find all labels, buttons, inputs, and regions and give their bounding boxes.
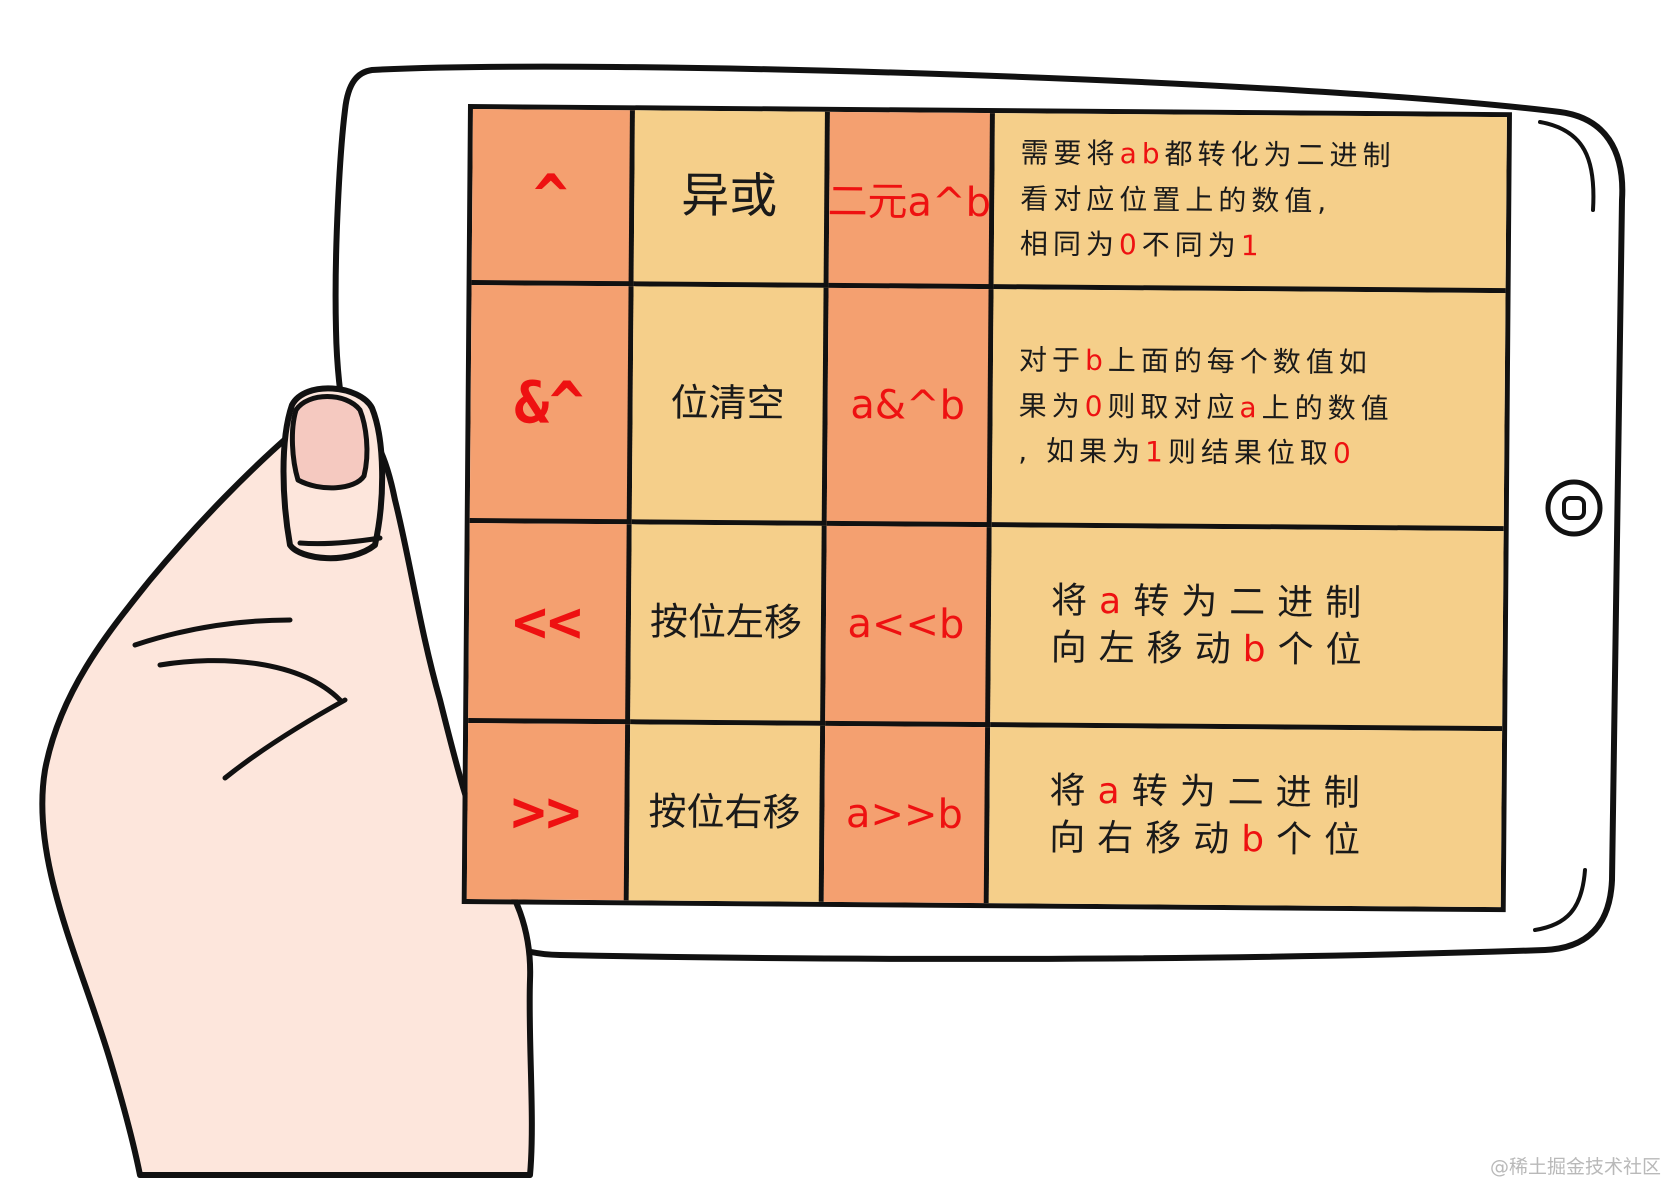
description-highlight: a bbox=[1097, 771, 1132, 813]
name-cell: 按位左移 bbox=[630, 524, 827, 726]
operator-description: 需要将ab都转化为二进制 看对应位置上的数值, 相同为0不同为1 bbox=[994, 123, 1507, 279]
home-button-icon bbox=[1545, 479, 1603, 537]
description-text: 对于 bbox=[1018, 343, 1086, 378]
operator-symbol: >> bbox=[510, 777, 582, 846]
description-line: 看对应位置上的数值, bbox=[1020, 176, 1492, 225]
description-cell: 将a转为二进制 向左移动b个位 bbox=[990, 527, 1504, 732]
description-highlight: 0 bbox=[1084, 389, 1108, 423]
thumb-nail bbox=[289, 394, 370, 491]
description-line: 对于b上面的每个数值如 bbox=[1019, 338, 1491, 387]
operator-example: 二元a^b bbox=[828, 178, 992, 226]
operator-cell: &^ bbox=[469, 285, 634, 525]
operator-example: a>>b bbox=[845, 790, 964, 838]
description-text: 个位 bbox=[1277, 628, 1374, 671]
operator-symbol: &^ bbox=[513, 367, 585, 437]
operator-cell: >> bbox=[466, 723, 631, 901]
operator-symbol: << bbox=[512, 586, 583, 656]
name-cell: 位清空 bbox=[631, 286, 829, 526]
thumb-crease bbox=[297, 535, 383, 547]
description-cell: 对于b上面的每个数值如 果为0则取对应a上的数值, 如果为1则结果位取0 bbox=[991, 289, 1506, 532]
description-highlight: b bbox=[1242, 628, 1278, 670]
operator-cell: ^ bbox=[471, 109, 635, 287]
description-text: 转为二进制 bbox=[1133, 580, 1374, 624]
operator-symbol: ^ bbox=[533, 161, 569, 230]
operator-description: 对于b上面的每个数值如 果为0则取对应a上的数值, 如果为1则结果位取0 bbox=[992, 330, 1505, 486]
description-text: 则取对应 bbox=[1107, 389, 1240, 424]
description-text: 都转化为二进制 bbox=[1164, 137, 1396, 173]
description-text: 看对应位置上的数值, bbox=[1020, 182, 1332, 218]
operator-example: a<<b bbox=[847, 600, 965, 648]
description-text: 向左移动 bbox=[1050, 627, 1243, 670]
description-highlight: a bbox=[1239, 390, 1262, 425]
watermark: @稀土掘金技术社区 bbox=[1490, 1156, 1662, 1178]
description-highlight: b bbox=[1241, 819, 1277, 861]
finger-line-2 bbox=[157, 658, 343, 703]
description-text: 转为二进制 bbox=[1131, 771, 1372, 815]
operator-name: 按位左移 bbox=[649, 599, 803, 645]
description-text: , 如果为 bbox=[1018, 434, 1146, 469]
description-cell: 需要将ab都转化为二进制 看对应位置上的数值, 相同为0不同为1 bbox=[993, 113, 1507, 294]
description-text: 相同为 bbox=[1019, 227, 1120, 262]
description-highlight: a bbox=[1098, 580, 1134, 622]
example-cell: a&^b bbox=[826, 287, 994, 528]
description-cell: 将a转为二进制 向右移动b个位 bbox=[988, 727, 1503, 908]
description-text: 向右移动 bbox=[1049, 817, 1242, 861]
operator-cell: << bbox=[468, 523, 632, 725]
description-text: 则结果位取 bbox=[1167, 435, 1334, 470]
finger-line-3 bbox=[222, 697, 348, 781]
description-highlight: ab bbox=[1119, 137, 1165, 171]
description-text: 上的数值 bbox=[1261, 391, 1394, 426]
description-line: 将a转为二进制 bbox=[1049, 769, 1487, 819]
hand bbox=[39, 405, 535, 1178]
finger-line-1 bbox=[132, 617, 293, 648]
description-line: , 如果为1则结果位取0 bbox=[1018, 429, 1490, 478]
description-text: 将 bbox=[1049, 770, 1098, 813]
operator-description: 将a转为二进制 向右移动b个位 bbox=[989, 760, 1502, 874]
operator-name: 异或 bbox=[681, 167, 778, 225]
operator-description: 将a转为二进制 向左移动b个位 bbox=[990, 570, 1503, 684]
name-cell: 按位右移 bbox=[628, 724, 826, 902]
operator-name: 位清空 bbox=[670, 380, 785, 426]
description-text: 上面的每个数值如 bbox=[1107, 344, 1372, 380]
example-cell: a<<b bbox=[825, 525, 992, 728]
description-line: 向左移动b个位 bbox=[1051, 625, 1489, 675]
example-cell: a>>b bbox=[823, 725, 991, 904]
description-highlight: 0 bbox=[1332, 436, 1356, 471]
operator-example: a&^b bbox=[850, 381, 966, 429]
description-highlight: 1 bbox=[1144, 435, 1169, 469]
description-line: 果为0则取对应a上的数值 bbox=[1018, 383, 1490, 432]
description-highlight: b bbox=[1084, 344, 1108, 378]
description-text: 个位 bbox=[1275, 819, 1373, 862]
description-text: 不同为 bbox=[1141, 228, 1241, 263]
description-line: 将a转为二进制 bbox=[1051, 578, 1489, 628]
name-cell: 异或 bbox=[633, 110, 830, 288]
description-text: 将 bbox=[1050, 580, 1100, 622]
bitwise-operator-table: ^ 异或 二元a^b 需要将ab都转化为二进制 看对应位置上的数值, 相同为0不同为… bbox=[461, 104, 1512, 913]
description-text: 果为 bbox=[1018, 389, 1085, 423]
description-line: 向右移动b个位 bbox=[1049, 816, 1487, 866]
description-highlight: 0 bbox=[1118, 228, 1142, 262]
operator-name: 按位右移 bbox=[648, 789, 801, 835]
description-line: 相同为0不同为1 bbox=[1020, 222, 1492, 271]
tablet-inner-edge-bottom bbox=[1533, 868, 1587, 932]
description-highlight: 1 bbox=[1240, 229, 1264, 263]
description-line: 需要将ab都转化为二进制 bbox=[1020, 131, 1492, 180]
example-cell: 二元a^b bbox=[828, 111, 995, 290]
tablet-inner-edge bbox=[1538, 120, 1596, 212]
description-text: 需要将 bbox=[1020, 136, 1120, 171]
